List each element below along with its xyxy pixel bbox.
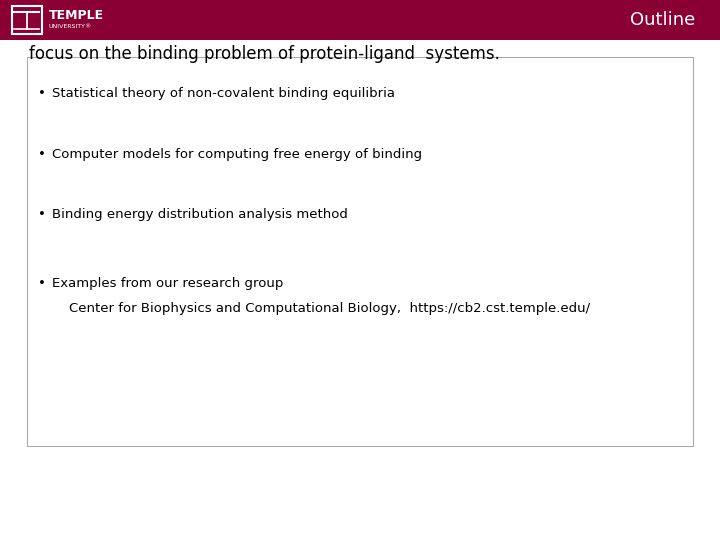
Text: Statistical theory of non-covalent binding equilibria: Statistical theory of non-covalent bindi…: [52, 87, 395, 100]
Text: TEMPLE: TEMPLE: [49, 9, 104, 22]
Text: •: •: [38, 87, 45, 100]
Text: •: •: [38, 208, 45, 221]
Text: Computer models for computing free energy of binding: Computer models for computing free energ…: [52, 148, 422, 161]
Text: •: •: [38, 148, 45, 161]
Text: Outline: Outline: [629, 11, 695, 29]
Text: UNIVERSITY®: UNIVERSITY®: [49, 24, 92, 29]
Text: Examples from our research group: Examples from our research group: [52, 277, 283, 290]
Text: focus on the binding problem of protein-ligand  systems.: focus on the binding problem of protein-…: [29, 45, 500, 63]
Bar: [12, 6, 42, 34]
Text: •: •: [38, 277, 45, 290]
Text: Center for Biophysics and Computational Biology,  https://cb2.cst.temple.edu/: Center for Biophysics and Computational …: [52, 302, 590, 315]
Bar: [27, 57, 693, 446]
Text: Binding energy distribution analysis method: Binding energy distribution analysis met…: [52, 208, 348, 221]
Bar: [0, 0, 720, 40]
